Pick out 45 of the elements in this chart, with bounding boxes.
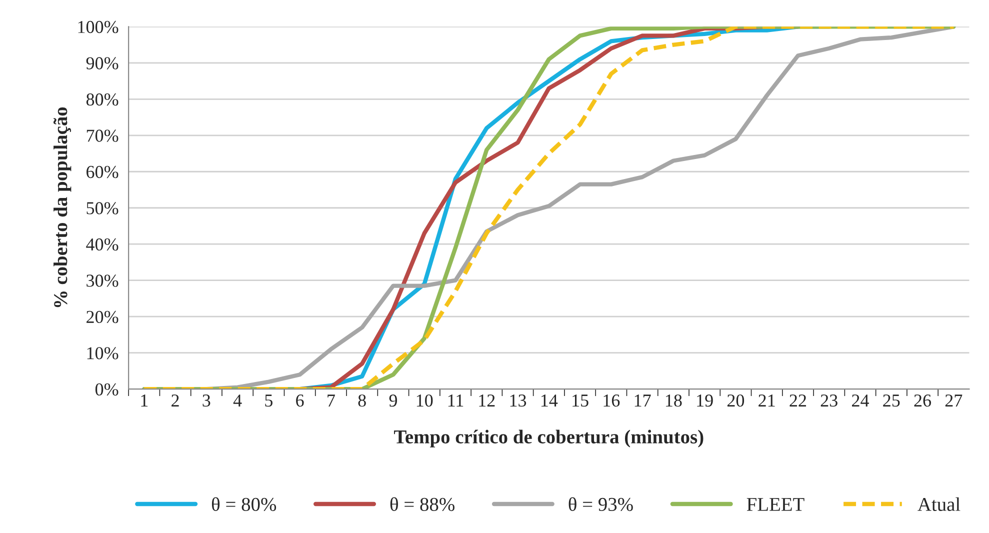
legend-label: Atual [918, 497, 960, 512]
x-tick-label: 7 [328, 394, 335, 406]
x-tick-label: 6 [296, 394, 304, 407]
y-axis-title: % coberto da população [54, 107, 72, 308]
x-tick-label: 24 [852, 394, 869, 406]
x-tick-label: 21 [758, 394, 775, 406]
legend-label: FLEET [746, 498, 804, 511]
y-tick-label: 70% [86, 130, 118, 142]
x-tick-label: 15 [572, 394, 588, 407]
y-tick-label: 60% [86, 166, 118, 178]
x-tick-label: 12 [479, 394, 495, 406]
x-tick-label: 13 [510, 394, 526, 407]
x-tick-label: 8 [358, 394, 366, 407]
legend-label: θ = 88% [390, 497, 454, 512]
y-tick-label: 50% [86, 202, 118, 214]
y-tick-label: 40% [86, 238, 118, 251]
x-tick-label: 16 [604, 394, 620, 407]
x-tick-label: 11 [448, 394, 464, 406]
x-tick-label: 10 [416, 394, 433, 407]
x-tick-label: 4 [233, 394, 242, 406]
x-tick-label: 27 [945, 394, 962, 406]
y-tick-label: 0% [95, 383, 118, 396]
x-tick-label: 26 [914, 394, 932, 407]
x-axis-title: Tempo crítico de cobertura (minutos) [394, 430, 704, 448]
y-tick-label: 80% [86, 93, 118, 106]
x-tick-label: 20 [727, 394, 744, 407]
x-tick-label: 1 [141, 394, 148, 406]
x-tick-label: 18 [666, 394, 682, 407]
x-tick-label: 3 [202, 394, 210, 407]
x-tick-label: 22 [790, 394, 806, 406]
x-tick-label: 19 [697, 394, 713, 407]
x-tick-label: 2 [172, 394, 179, 406]
x-tick-label: 17 [634, 394, 651, 406]
x-tick-label: 5 [265, 394, 272, 407]
y-tick-label: 10% [87, 347, 118, 360]
legend-label: θ = 93% [568, 497, 633, 512]
x-tick-label: 23 [820, 394, 838, 407]
x-tick-label: 9 [389, 394, 397, 407]
y-tick-label: 30% [86, 274, 118, 287]
legend-label: θ = 80% [212, 497, 276, 512]
y-tick-label: 20% [86, 310, 118, 324]
y-tick-label: 90% [86, 57, 118, 70]
y-tick-label: 100% [78, 20, 118, 34]
x-tick-label: 25 [883, 394, 900, 407]
x-tick-label: 14 [541, 394, 558, 406]
